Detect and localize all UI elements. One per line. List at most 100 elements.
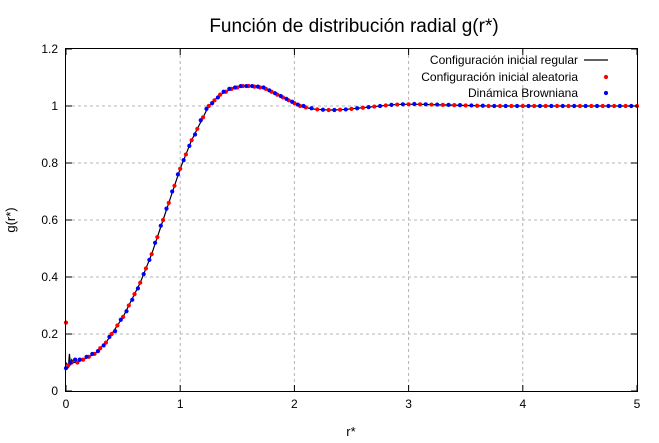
data-point	[135, 286, 141, 291]
data-point	[215, 95, 220, 100]
data-point	[332, 107, 337, 113]
data-point	[164, 206, 169, 211]
x-tick-label: 5	[634, 397, 641, 411]
data-point	[452, 103, 457, 108]
data-point	[290, 99, 295, 104]
x-tick-label: 1	[177, 397, 184, 411]
legend-swatch-point	[603, 74, 609, 80]
data-point	[132, 292, 137, 297]
data-point	[377, 103, 383, 109]
data-point	[278, 93, 283, 99]
data-point	[158, 223, 163, 228]
data-point	[457, 103, 463, 108]
data-point	[623, 103, 628, 109]
data-point	[187, 143, 192, 148]
legend-label: Dinámica Browniana	[468, 86, 578, 100]
data-point	[218, 92, 223, 97]
legend: Configuración inicial regular Configuraci…	[421, 53, 609, 100]
grid	[66, 49, 637, 391]
data-point	[75, 360, 80, 365]
data-point	[435, 102, 440, 107]
legend-swatch-point	[603, 90, 609, 96]
data-point	[429, 102, 434, 107]
chart-title: Función de distribución radial g(r*)	[209, 16, 498, 37]
data-point	[160, 217, 166, 223]
data-point	[497, 103, 503, 109]
x-tick-label: 3	[405, 397, 412, 411]
x-tick-label: 4	[519, 397, 526, 411]
data-point	[172, 183, 177, 188]
plot-frame	[65, 48, 638, 392]
data-point	[366, 105, 371, 110]
data-point	[309, 106, 314, 111]
data-point	[183, 152, 189, 157]
data-point	[532, 103, 537, 109]
data-point	[572, 103, 577, 109]
x-axis-label: r*	[346, 424, 355, 439]
data-point	[189, 138, 194, 143]
data-point	[406, 102, 411, 107]
data-point	[537, 103, 543, 109]
data-point	[195, 126, 200, 131]
data-point	[503, 103, 508, 109]
data-point	[526, 103, 531, 109]
data-point	[138, 280, 143, 285]
data-point	[84, 354, 89, 359]
data-point	[166, 200, 171, 205]
axis-ticks: 0 1 2 3 4 5 0 0.2 0.4 0.6 0.8 1 1.2	[41, 42, 640, 411]
y-tick-label: 0.8	[41, 156, 58, 170]
data-point	[492, 103, 497, 109]
data-point	[66, 363, 71, 368]
data-point	[389, 102, 394, 107]
data-point	[178, 166, 183, 171]
data-point	[210, 101, 215, 106]
legend-label: Configuración inicial aleatoria	[421, 70, 578, 84]
data-point	[103, 340, 109, 345]
data-point	[372, 104, 377, 109]
data-point	[250, 83, 255, 89]
data-point	[617, 103, 622, 109]
data-point	[143, 266, 149, 271]
data-point	[109, 331, 114, 337]
series-1	[65, 85, 637, 369]
data-point	[315, 107, 320, 112]
data-point	[543, 103, 548, 109]
data-point	[141, 272, 146, 277]
data-point	[81, 357, 86, 362]
data-point	[121, 314, 126, 319]
data-point	[115, 323, 120, 328]
data-point	[98, 346, 103, 351]
data-point	[130, 297, 135, 302]
data-point	[255, 84, 260, 89]
data-point	[475, 103, 480, 108]
data-point	[480, 103, 485, 108]
y-tick-label: 0.6	[41, 213, 58, 227]
data-point	[463, 103, 468, 108]
plot-series	[63, 83, 640, 371]
data-point	[412, 101, 417, 107]
data-point	[349, 106, 354, 111]
data-point	[147, 257, 152, 262]
data-point	[261, 85, 266, 90]
data-point	[204, 106, 209, 111]
data-point	[200, 115, 206, 120]
data-point	[320, 107, 326, 112]
data-point	[589, 103, 594, 109]
y-axis-label: g(r*)	[3, 207, 18, 232]
data-point	[606, 103, 611, 109]
data-point	[238, 83, 243, 89]
data-point	[152, 240, 158, 245]
data-point	[212, 98, 217, 103]
data-point	[549, 103, 554, 109]
data-point	[560, 103, 565, 109]
data-point	[594, 103, 600, 109]
data-point	[440, 102, 445, 107]
data-point	[600, 103, 605, 109]
data-point	[446, 102, 451, 107]
data-point	[612, 103, 617, 109]
data-point	[272, 91, 278, 96]
data-point	[124, 309, 129, 314]
data-point	[469, 103, 474, 108]
data-point	[423, 102, 428, 107]
legend-label: Configuración inicial regular	[430, 53, 578, 67]
